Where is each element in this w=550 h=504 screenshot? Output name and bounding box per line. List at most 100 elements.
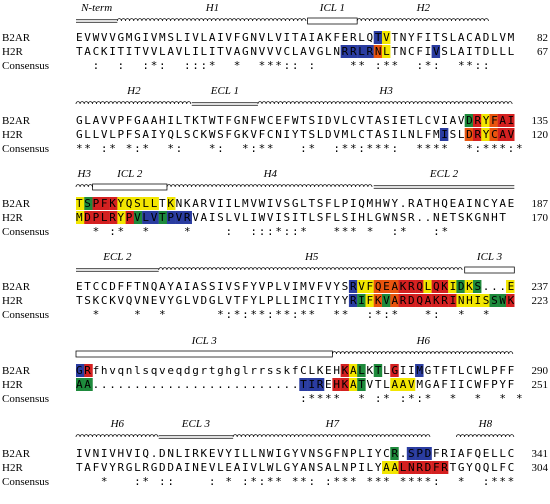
residue-highlight — [406, 294, 416, 307]
residue-highlight — [357, 378, 366, 391]
row-label: H2R — [2, 129, 23, 141]
sequence-line: ETCCDFFTNQAYAIASSIVSFYVPLVIMVFVYSRVFQEAK… — [76, 280, 514, 293]
structure-label: H3 — [77, 168, 92, 180]
residue-end-number: 304 — [532, 462, 549, 474]
residue-highlight — [415, 280, 424, 293]
structure-label: H2 — [126, 85, 141, 97]
sequence-line: GLLVLPFSAIYQLSCKWSFGKVFCNIYTSLDVMLCTASIL… — [76, 128, 515, 141]
loop-box-mark — [464, 266, 515, 274]
structure-label: H1 — [205, 2, 219, 14]
residue-end-number: 251 — [532, 379, 549, 391]
residue-end-number: 341 — [532, 448, 549, 460]
residue-highlight — [340, 378, 350, 391]
structure-label: ECL 2 — [102, 251, 132, 263]
residue-highlight — [497, 128, 507, 141]
residue-highlight — [357, 294, 366, 307]
residue-highlight — [84, 197, 93, 210]
sequence-line: GLAVVPFGAAHILTKTWTFGNFWCEFWTSIDVLCVTASIE… — [76, 114, 514, 127]
residue-highlight — [390, 294, 399, 307]
residue-highlight — [506, 114, 515, 127]
residue-highlight — [415, 364, 424, 377]
residue-highlight — [398, 378, 407, 391]
residue-highlight — [390, 378, 399, 391]
residue-highlight — [481, 294, 490, 307]
residue-highlight — [125, 197, 135, 210]
residue-highlight — [464, 294, 474, 307]
structure-label: H3 — [378, 85, 393, 97]
helix-mark — [166, 184, 373, 188]
residue-highlight — [423, 294, 432, 307]
structure-label: H6 — [416, 335, 431, 347]
residue-highlight — [489, 114, 498, 127]
residue-highlight — [183, 211, 192, 224]
residue-highlight — [373, 31, 383, 44]
residue-highlight — [92, 211, 102, 224]
residue-highlight — [506, 128, 515, 141]
residue-highlight — [415, 294, 424, 307]
residue-highlight — [100, 197, 110, 210]
residue-highlight — [373, 280, 383, 293]
residue-highlight — [142, 197, 151, 210]
residue-end-number: 67 — [537, 46, 549, 58]
row-label: H2R — [2, 462, 23, 474]
residue-highlight — [448, 294, 457, 307]
loop-box-mark — [307, 17, 358, 25]
residue-highlight — [340, 45, 350, 58]
residue-highlight — [84, 211, 93, 224]
residue-highlight — [348, 45, 358, 58]
residue-highlight — [166, 197, 176, 210]
residue-highlight — [390, 461, 399, 474]
structure-label: H5 — [304, 251, 319, 263]
helix-mark — [257, 101, 513, 105]
sequence-line: GRfhvqnlsqveqdgrtghglrrsskfCLKEHKALKTLGI… — [76, 364, 514, 377]
residue-highlight — [109, 211, 118, 224]
row-label: B2AR — [2, 198, 31, 210]
structure-label: H4 — [263, 168, 278, 180]
residue-highlight — [117, 197, 126, 210]
structure-label: N-term — [80, 2, 112, 14]
row-label: B2AR — [2, 448, 31, 460]
residue-end-number: 237 — [532, 281, 549, 293]
residue-highlight — [175, 211, 184, 224]
residue-highlight — [299, 378, 308, 391]
residue-highlight — [431, 461, 441, 474]
residue-highlight — [390, 280, 399, 293]
residue-highlight — [398, 461, 407, 474]
residue-highlight — [415, 461, 424, 474]
helix-mark — [75, 434, 159, 438]
residue-highlight — [489, 128, 498, 141]
residue-end-number: 223 — [532, 295, 549, 307]
residue-highlight — [439, 128, 449, 141]
residue-highlight — [423, 280, 432, 293]
residue-end-number: 187 — [532, 198, 549, 210]
residue-highlight — [348, 378, 358, 391]
row-label: Consensus — [2, 309, 49, 321]
residue-highlight — [472, 280, 482, 293]
residue-highlight — [365, 45, 374, 58]
consensus-line: * :* :: : * :*:** **: :*** *** ****: * :… — [76, 475, 523, 488]
residue-highlight — [381, 280, 391, 293]
residue-end-number: 290 — [532, 365, 549, 377]
sequence-line: TAFVYRGLRGDDAINEVLEAIVLWLGYANSALNPILYAAL… — [76, 461, 514, 474]
residue-highlight — [365, 294, 374, 307]
residue-highlight — [390, 447, 399, 460]
sequence-line: TSPFKYQSLLTKNKARVIILMVWIVSGLTSFLPIQMHWY.… — [76, 197, 514, 210]
residue-highlight — [472, 114, 482, 127]
residue-highlight — [448, 280, 457, 293]
residue-highlight — [415, 447, 424, 460]
residue-highlight — [439, 280, 449, 293]
residue-highlight — [406, 461, 416, 474]
residue-highlight — [506, 280, 515, 293]
row-label: H2R — [2, 295, 23, 307]
residue-highlight — [398, 294, 407, 307]
residue-highlight — [431, 294, 441, 307]
row-label: H2R — [2, 212, 23, 224]
sequence-line: IVNIVHVIQ.DNLIRKEVYILLNWIGYVNSGFNPLIYCR.… — [76, 447, 514, 460]
residue-highlight — [489, 294, 498, 307]
residue-highlight — [100, 211, 110, 224]
residue-highlight — [497, 114, 507, 127]
residue-highlight — [133, 211, 143, 224]
row-label: B2AR — [2, 115, 31, 127]
residue-highlight — [125, 211, 135, 224]
